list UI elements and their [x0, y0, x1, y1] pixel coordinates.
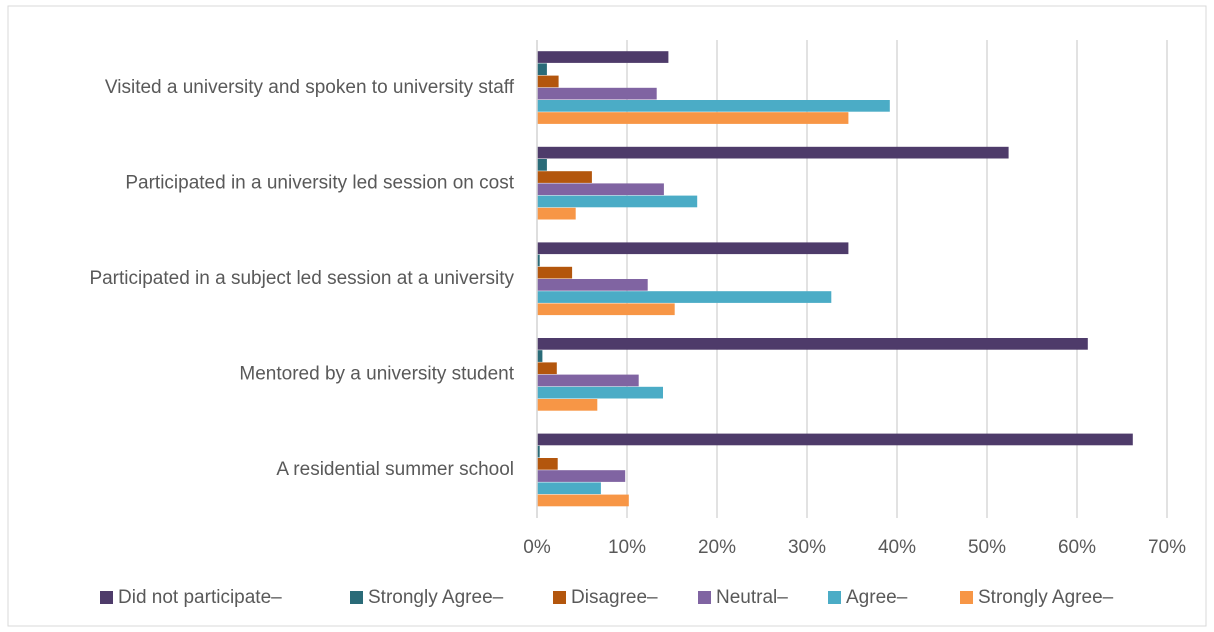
bar	[537, 433, 1133, 446]
bar	[537, 183, 664, 196]
legend-label: Strongly Agree–	[978, 587, 1114, 608]
bar	[537, 75, 559, 88]
bar	[537, 146, 1009, 159]
legend-swatch	[960, 591, 973, 604]
legend-swatch	[100, 591, 113, 604]
y-tick-label: A residential summer school	[276, 459, 514, 480]
bar	[537, 279, 648, 291]
y-tick-label: Participated in a subject led session at…	[89, 268, 514, 289]
x-tick-label: 50%	[968, 537, 1006, 558]
bar	[537, 362, 557, 375]
bar	[537, 266, 573, 279]
bar	[537, 494, 629, 507]
bar	[537, 159, 547, 171]
legend-swatch	[350, 591, 363, 604]
bar	[537, 291, 832, 303]
bar	[537, 374, 639, 387]
legend-swatch	[698, 591, 711, 604]
x-tick-label: 10%	[608, 537, 646, 558]
bar	[537, 207, 576, 220]
legend-label: Disagree–	[571, 587, 658, 608]
bar	[537, 171, 592, 183]
x-tick-label: 30%	[788, 537, 826, 558]
bar	[537, 399, 598, 411]
y-tick-label: Mentored by a university student	[239, 364, 514, 385]
bar	[537, 303, 675, 316]
bar	[537, 458, 558, 470]
bar	[537, 63, 547, 76]
x-tick-label: 60%	[1058, 537, 1096, 558]
legend-swatch	[553, 591, 566, 604]
legend-label: Strongly Agree–	[368, 587, 504, 608]
bar	[537, 350, 543, 362]
bar	[537, 386, 663, 399]
legend-swatch	[828, 591, 841, 604]
bar	[537, 87, 657, 100]
bar	[537, 482, 601, 495]
bar	[537, 338, 1088, 350]
legend-label: Agree–	[846, 587, 908, 608]
x-tick-label: 20%	[698, 537, 736, 558]
x-tick-label: 40%	[878, 537, 916, 558]
x-tick-label: 0%	[523, 537, 551, 558]
legend-label: Did not participate–	[118, 587, 282, 608]
bar	[537, 470, 626, 482]
bar	[537, 112, 849, 124]
bar	[537, 100, 890, 112]
x-tick-label: 70%	[1148, 537, 1186, 558]
bar	[537, 242, 849, 255]
bar	[537, 51, 669, 63]
bar	[537, 254, 540, 267]
y-tick-label: Participated in a university led session…	[125, 172, 514, 193]
legend-label: Neutral–	[716, 587, 788, 608]
y-tick-label: Visited a university and spoken to unive…	[105, 77, 515, 98]
bar	[537, 195, 698, 208]
bar	[537, 445, 540, 458]
